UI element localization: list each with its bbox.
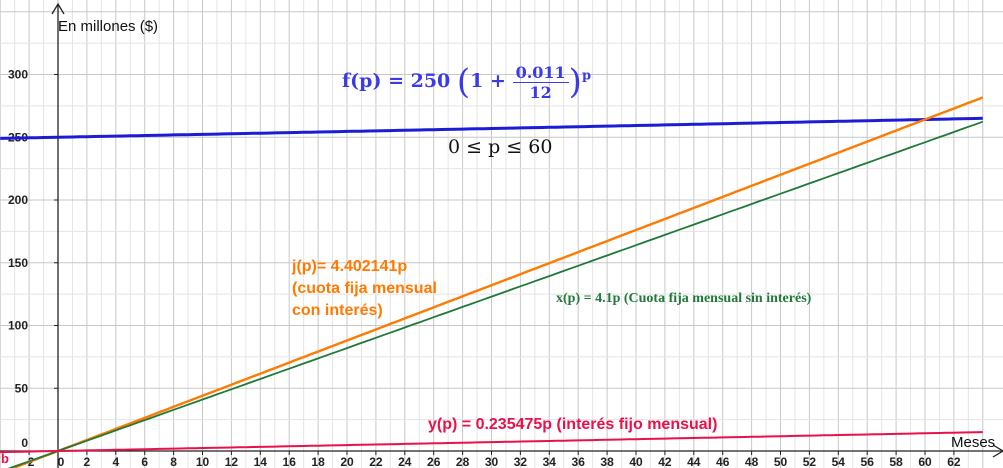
f-formula-one: 1 + [470, 70, 506, 92]
x-tick-label: 36 [572, 455, 586, 468]
y-axis-title: En millones ($) [58, 18, 159, 35]
x-tick-label: 40 [629, 455, 643, 468]
x-tick-label: 12 [225, 455, 239, 468]
x-tick-label: 0 [58, 455, 65, 468]
series-line-y [0, 431, 983, 454]
x-tick-label: 28 [456, 455, 470, 468]
x-tick-label: 56 [861, 455, 875, 468]
x-tick-label: 8 [170, 455, 177, 468]
f-formula-exponent: p [581, 68, 592, 84]
domain-label: 0 ≤ p ≤ 60 [448, 136, 553, 158]
x-tick-label: 14 [254, 455, 268, 468]
f-formula-open-paren: ( [456, 62, 471, 102]
j-formula-line2: (cuota fija mensual [292, 280, 437, 297]
x-tick-label: 60 [918, 455, 932, 468]
x-tick-label: 38 [600, 455, 614, 468]
series-line-x [7, 120, 984, 468]
x-axis-title: Meses [951, 434, 996, 451]
j-formula-label: j(p)= 4.402141p (cuota fija mensual con … [292, 256, 437, 322]
x-tick-label: 6 [141, 455, 148, 468]
f-formula-denominator: 12 [529, 82, 552, 102]
x-tick-label: 32 [514, 455, 528, 468]
x-tick-label: 16 [283, 455, 297, 468]
x-tick-label: 26 [427, 455, 441, 468]
f-formula-close-paren: ) [568, 62, 582, 102]
x-tick-label: 30 [485, 455, 499, 468]
x-axis-arrow [992, 444, 1003, 458]
y-tick-label: 150 [8, 256, 28, 270]
y-tick-label: 50 [15, 381, 29, 395]
x-tick-label: 42 [658, 455, 672, 468]
y-axis-arrow [51, 2, 65, 15]
x-tick-label: 52 [803, 455, 817, 468]
y-tick-label: 200 [8, 193, 28, 207]
f-formula-eq: = 250 [388, 70, 451, 92]
x-tick-label: 18 [311, 455, 325, 468]
x-tick-label: 4 [112, 455, 119, 468]
x-tick-label: 24 [398, 455, 412, 468]
x-formula-label: x(p) = 4.1p (Cuota fija mensual sin inte… [556, 291, 812, 306]
f-formula-label: f(p) = 250 (1 + 0.011 12 )p [342, 62, 591, 102]
x-tick-label: 48 [745, 455, 759, 468]
series-line-j [10, 96, 984, 468]
x-tick-label: 20 [340, 455, 354, 468]
j-formula-line1: j(p)= 4.402141p [292, 258, 408, 275]
x-tick-label: 22 [369, 455, 383, 468]
x-tick-label: 44 [687, 455, 701, 468]
x-tick-label: 50 [774, 455, 788, 468]
x-tick-label: 54 [832, 455, 846, 468]
x-tick-label: 2 [84, 455, 91, 468]
x-tick-label: 46 [716, 455, 730, 468]
series-line-f [0, 116, 983, 140]
f-formula-prefix: f(p) [342, 70, 382, 92]
y-tick-label: 100 [8, 319, 28, 333]
x-tick-label: 62 [947, 455, 961, 468]
y-tick-label: 300 [8, 68, 28, 82]
x-tick-label: 10 [196, 455, 210, 468]
f-formula-numerator: 0.011 [512, 63, 569, 83]
f-formula-fraction: 0.011 12 [512, 63, 569, 102]
corner-label: b [1, 451, 9, 466]
j-formula-line3: con interés) [292, 302, 383, 319]
y-tick-label: 0 [21, 436, 28, 450]
x-tick-label: 34 [543, 455, 557, 468]
x-tick-label: 58 [889, 455, 903, 468]
y-formula-label: y(p) = 0.235475p (interés fijo mensual) [428, 416, 718, 433]
